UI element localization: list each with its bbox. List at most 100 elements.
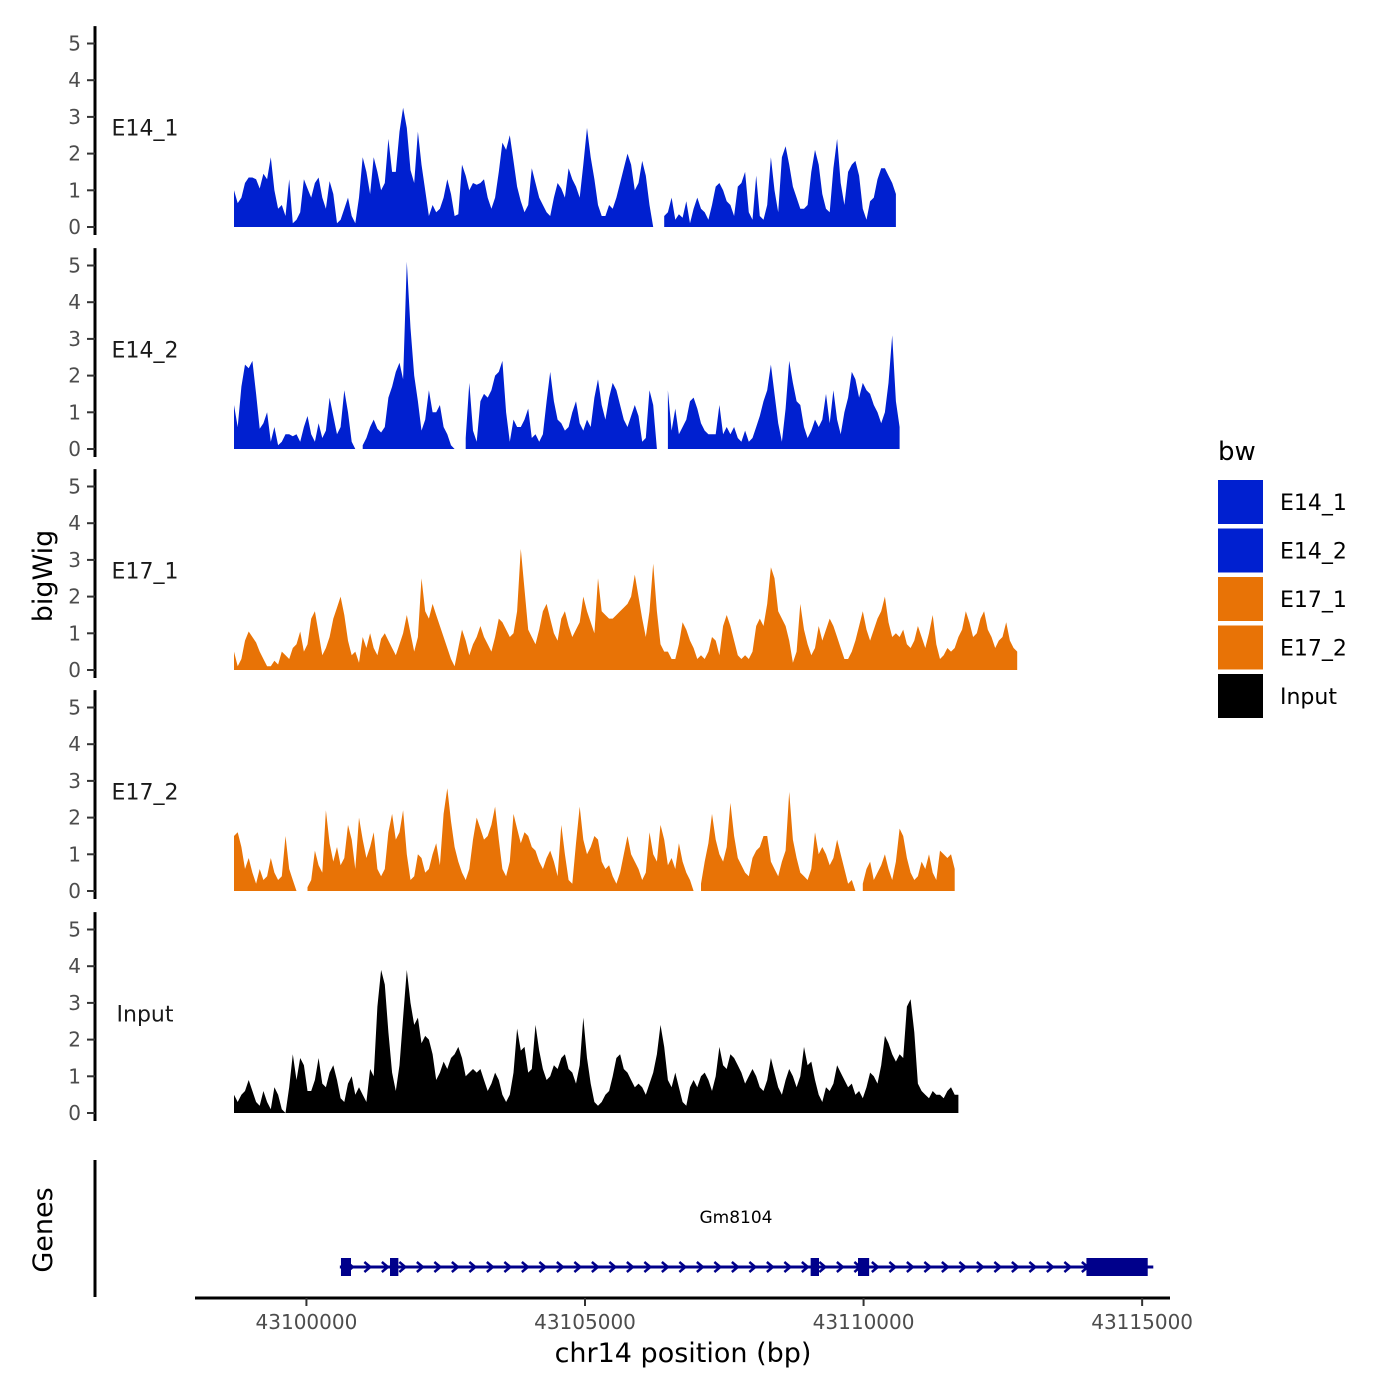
track-label: Input	[117, 1002, 174, 1027]
gene-label: Gm8104	[700, 1208, 773, 1228]
signal-area-E14_2-3	[667, 335, 900, 449]
legend-label: E14_1	[1280, 491, 1347, 516]
y-tick-label: 5	[68, 254, 81, 278]
strand-arrow	[556, 1261, 565, 1273]
signal-tracks: 0 1 2 3 4 5 E14_1 0 1 2 3 4 5 E14_2 0 1 2 3 4 5 E17_1 0 1 2 3 4 5 E…	[68, 26, 1018, 1125]
legend-key-E17_2	[1218, 625, 1263, 670]
x-axis: 43100000 43105000 43110000 43115000	[195, 1296, 1193, 1334]
legend-label: E14_2	[1280, 540, 1347, 565]
x-axis-title: chr14 position (bp)	[555, 1338, 812, 1369]
strand-arrow	[818, 1261, 828, 1273]
strand-arrow	[958, 1261, 968, 1273]
signal-area-E17_1-0	[234, 548, 1018, 670]
strand-arrow	[643, 1261, 653, 1273]
strand-arrow	[1011, 1261, 1020, 1273]
strand-arrow	[871, 1261, 880, 1273]
signal-area-Input-0	[234, 969, 959, 1113]
y-tick-label: 2	[68, 142, 81, 166]
strand-arrow	[993, 1261, 1003, 1273]
y-tick-label: 0	[68, 879, 81, 903]
strand-arrow	[696, 1261, 705, 1273]
y-tick-label: 5	[68, 32, 81, 56]
gene-exon	[1086, 1258, 1148, 1276]
legend-key-E17_1	[1218, 577, 1263, 621]
y-tick-label: 1	[68, 842, 81, 866]
strand-arrow	[591, 1261, 600, 1273]
gene-Gm8104: Gm8104	[339, 1208, 1154, 1276]
y-axis-title: bigWig	[28, 530, 59, 623]
y-tick-label: 0	[68, 437, 81, 461]
track-label: E14_2	[112, 338, 179, 363]
y-tick-label: 4	[68, 290, 81, 314]
y-tick-label: 1	[68, 400, 81, 424]
gene-track: Gm8104	[93, 1160, 1154, 1297]
strand-arrow	[573, 1261, 583, 1273]
strand-arrow	[503, 1261, 513, 1273]
y-tick-label: 3	[68, 105, 81, 129]
strand-arrow	[783, 1261, 793, 1273]
strand-arrow	[713, 1261, 723, 1273]
y-tick-label: 4	[68, 68, 81, 92]
y-tick-label: 2	[68, 585, 81, 609]
y-tick-label: 1	[68, 1064, 81, 1088]
y-tick-label: 4	[68, 732, 81, 756]
strand-arrow	[941, 1261, 950, 1273]
strand-arrow	[836, 1261, 845, 1273]
y-tick-label: 3	[68, 548, 81, 572]
y-tick-label: 4	[68, 954, 81, 978]
genes-axis-title: Genes	[28, 1187, 59, 1272]
track-E17_2: 0 1 2 3 4 5 E17_2	[68, 690, 955, 903]
y-tick-label: 0	[68, 658, 81, 682]
y-tick-label: 2	[68, 806, 81, 830]
strand-arrow	[451, 1261, 460, 1273]
strand-arrow	[363, 1261, 373, 1273]
strand-arrow	[626, 1261, 635, 1273]
track-E14_2: 0 1 2 3 4 5 E14_2	[68, 248, 900, 461]
track-E17_1: 0 1 2 3 4 5 E17_1	[68, 469, 1018, 682]
y-tick-label: 3	[68, 327, 81, 351]
strand-arrow	[801, 1261, 810, 1273]
strand-arrow	[468, 1261, 478, 1273]
strand-arrow	[661, 1261, 670, 1273]
legend-key-E14_2	[1218, 528, 1263, 573]
signal-area-E14_1-1	[664, 138, 896, 227]
y-tick-label: 1	[68, 178, 81, 202]
gene-exon	[390, 1258, 399, 1276]
signal-area-E17_2-1	[307, 788, 694, 891]
y-tick-label: 5	[68, 696, 81, 720]
y-tick-label: 0	[68, 1101, 81, 1125]
y-tick-label: 5	[68, 918, 81, 942]
strand-arrow	[398, 1261, 408, 1273]
track-label: E14_1	[112, 116, 179, 141]
strand-arrow	[678, 1261, 688, 1273]
legend-key-Input	[1218, 674, 1263, 718]
strand-arrow	[748, 1261, 758, 1273]
y-tick-label: 1	[68, 621, 81, 645]
y-tick-label: 4	[68, 511, 81, 535]
y-tick-label: 5	[68, 475, 81, 499]
y-tick-label: 3	[68, 769, 81, 793]
track-label: E17_2	[112, 780, 179, 805]
y-tick-label: 2	[68, 1028, 81, 1052]
y-tick-label: 3	[68, 991, 81, 1015]
legend-label: E17_2	[1280, 637, 1347, 662]
track-E14_1: 0 1 2 3 4 5 E14_1	[68, 26, 896, 239]
strand-arrow	[906, 1261, 915, 1273]
gene-exon	[810, 1258, 819, 1276]
track-Input: 0 1 2 3 4 5 Input	[68, 912, 959, 1125]
strand-arrow	[608, 1261, 618, 1273]
strand-arrow	[923, 1261, 933, 1273]
strand-arrow	[381, 1261, 390, 1273]
strand-arrow	[521, 1261, 530, 1273]
strand-arrow	[888, 1261, 898, 1273]
strand-arrow	[731, 1261, 740, 1273]
legend-title: bw	[1218, 437, 1256, 467]
x-tick-label: 43110000	[813, 1310, 915, 1334]
strand-arrow	[1028, 1261, 1038, 1273]
x-tick-label: 43115000	[1091, 1310, 1193, 1334]
strand-arrow	[416, 1261, 425, 1273]
gene-exon	[340, 1258, 351, 1276]
legend-key-E14_1	[1218, 480, 1263, 524]
signal-area-E14_2-2	[465, 360, 657, 449]
